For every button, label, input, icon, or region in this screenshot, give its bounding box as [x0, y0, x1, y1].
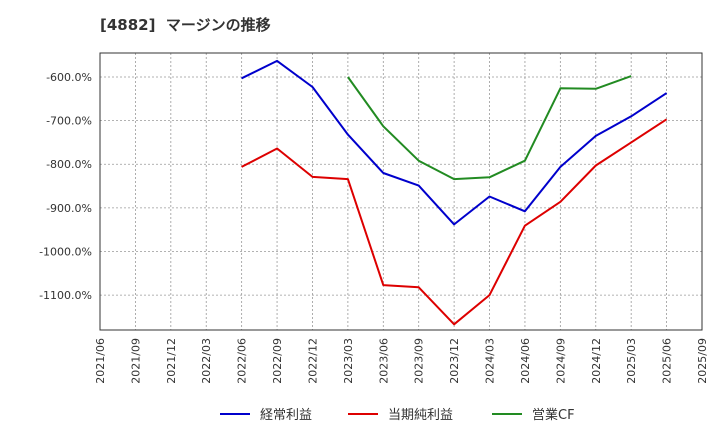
chart-title: [4882] マージンの推移 — [100, 16, 271, 34]
y-tick-label: -700.0% — [46, 115, 92, 128]
x-tick-label: 2023/03 — [342, 338, 355, 384]
series-line-2 — [241, 118, 668, 326]
x-tick-label: 2024/03 — [484, 338, 497, 384]
legend-label-3: 営業CF — [532, 407, 575, 423]
x-tick-label: 2023/06 — [377, 338, 390, 384]
x-tick-label: 2024/09 — [554, 338, 567, 384]
x-tick-label: 2023/09 — [413, 338, 426, 384]
x-tick-label: 2021/06 — [94, 338, 107, 384]
y-tick-label: -1000.0% — [39, 245, 92, 258]
x-tick-label: 2021/09 — [129, 338, 142, 384]
x-tick-label: 2022/12 — [306, 338, 319, 384]
series-line-3 — [347, 75, 632, 181]
series-line-1 — [241, 59, 668, 226]
x-tick-label: 2025/09 — [696, 338, 709, 384]
x-tick-label: 2021/12 — [165, 338, 178, 384]
x-tick-label: 2024/12 — [590, 338, 603, 384]
legend-label-2: 当期純利益 — [388, 408, 453, 423]
x-tick-label: 2024/06 — [519, 338, 532, 384]
x-tick-label: 2022/03 — [200, 338, 213, 384]
legend-label-1: 経常利益 — [260, 408, 312, 423]
plot-area — [100, 53, 702, 330]
x-tick-label: 2025/03 — [625, 338, 638, 384]
plot-frame — [99, 52, 703, 331]
y-tick-label: -800.0% — [46, 158, 92, 171]
y-tick-label: -900.0% — [46, 202, 92, 215]
x-tick-label: 2025/06 — [661, 338, 674, 384]
x-tick-label: 2022/09 — [271, 338, 284, 384]
y-tick-label: -1100.0% — [39, 289, 92, 302]
x-tick-label: 2023/12 — [448, 338, 461, 384]
y-tick-label: -600.0% — [46, 71, 92, 84]
x-tick-label: 2022/06 — [236, 338, 249, 384]
